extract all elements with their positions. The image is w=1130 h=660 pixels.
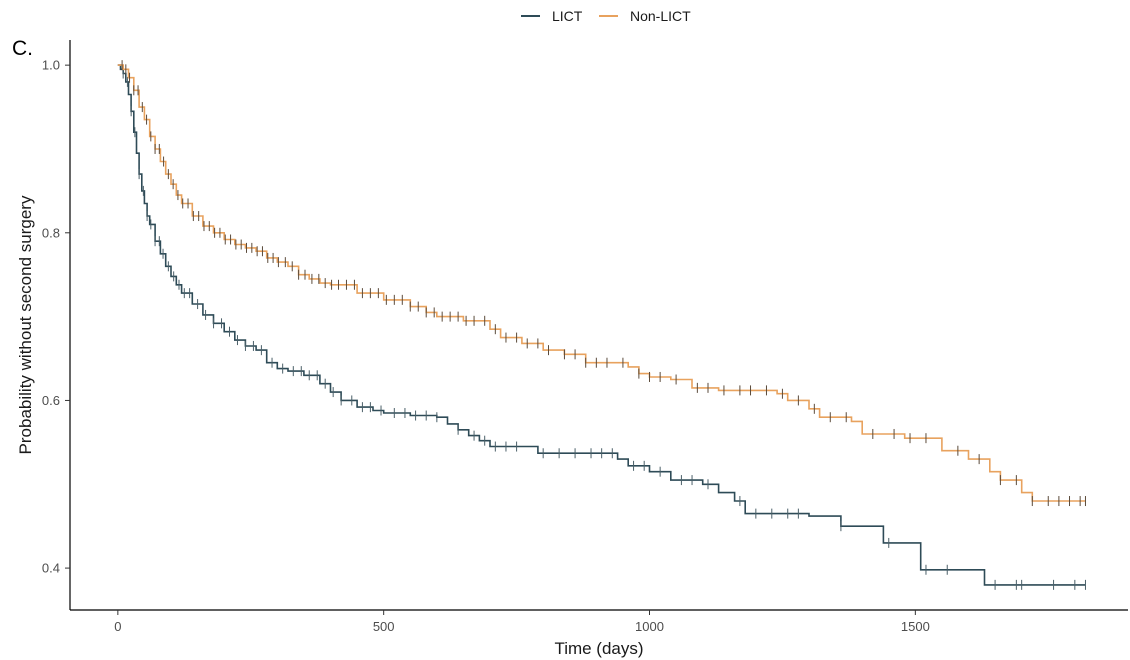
series-line-non-lict <box>117 64 1086 502</box>
plot-series <box>117 60 1086 590</box>
y-tick-label: 1.0 <box>42 58 60 73</box>
x-tick-label: 0 <box>114 619 121 634</box>
panel-label: C. <box>12 37 33 60</box>
y-axis-title: Probability without second surgery <box>16 195 35 454</box>
y-tick-label: 0.4 <box>42 561 60 576</box>
x-tick-label: 1500 <box>901 619 930 634</box>
y-tick-label: 0.8 <box>42 225 60 240</box>
legend-label-lict: LICT <box>552 8 583 24</box>
series-line-lict <box>117 64 1086 586</box>
y-tick-label: 0.6 <box>42 393 60 408</box>
legend: LICT Non-LICT <box>521 8 691 24</box>
x-axis-title: Time (days) <box>554 639 643 658</box>
x-tick-label: 500 <box>373 619 395 634</box>
legend-label-non-lict: Non-LICT <box>630 8 691 24</box>
plot-axes: 0 500 1000 1500 0.4 0.6 0.8 1.0 <box>42 40 1128 634</box>
x-tick-label: 1000 <box>635 619 664 634</box>
